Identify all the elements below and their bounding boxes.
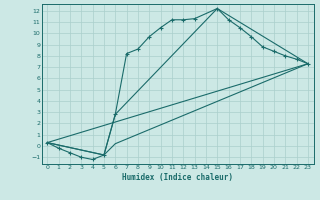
X-axis label: Humidex (Indice chaleur): Humidex (Indice chaleur) [122, 173, 233, 182]
